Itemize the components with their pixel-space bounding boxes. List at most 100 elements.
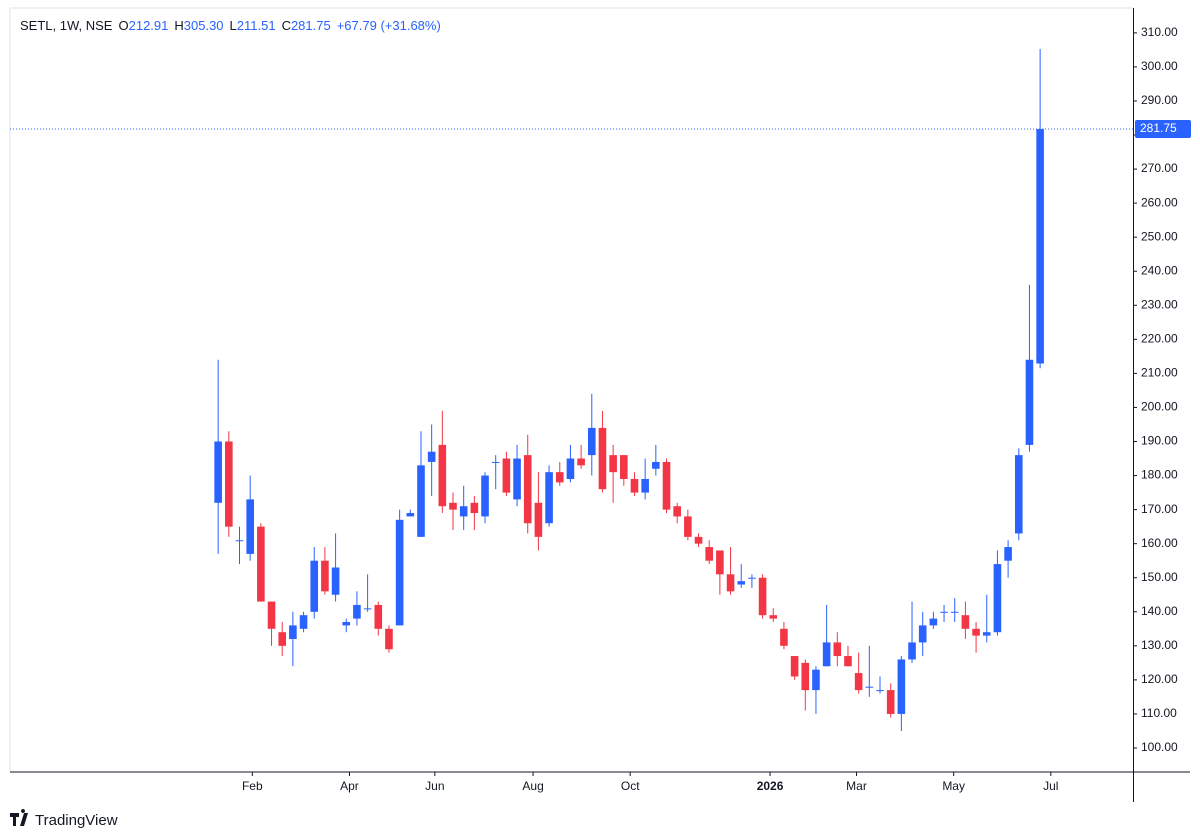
candle-body (225, 441, 233, 527)
y-tick-label: 300.00 (1141, 59, 1178, 73)
candle-body (310, 560, 319, 612)
y-tick-label: 230.00 (1141, 297, 1178, 311)
legend-key: C (282, 18, 291, 33)
y-tick-label: 290.00 (1141, 93, 1178, 107)
candle-body (780, 628, 788, 646)
candle-body (758, 577, 767, 616)
y-tick-label: 250.00 (1141, 229, 1178, 243)
y-tick-label: 210.00 (1141, 366, 1178, 380)
candle-body (235, 540, 244, 542)
y-tick-label: 270.00 (1141, 161, 1178, 175)
candle-body (491, 461, 500, 463)
candle-body (321, 560, 329, 592)
candle-body (587, 427, 596, 456)
candle-body (769, 615, 778, 619)
candle-body (363, 608, 372, 610)
y-tick-label: 240.00 (1141, 263, 1178, 277)
candle-body (801, 662, 810, 691)
candle-body (534, 502, 543, 537)
candle-body (374, 604, 383, 629)
legend-value: 305.30 (184, 18, 224, 33)
candle-body (385, 628, 393, 650)
y-tick-label: 150.00 (1141, 570, 1178, 584)
candle-body (214, 441, 222, 503)
y-tick-label: 130.00 (1141, 638, 1178, 652)
candle-body (950, 611, 959, 613)
candle-body (246, 499, 254, 554)
x-tick-label: May (942, 779, 965, 793)
candle-body (876, 690, 884, 692)
candle-body (716, 550, 724, 575)
candle-body (961, 615, 970, 629)
candle-body (566, 458, 575, 479)
candle-body (993, 564, 1002, 633)
candle-body (353, 604, 361, 619)
x-tick-label: Apr (340, 779, 359, 793)
y-tick-label: 310.00 (1141, 25, 1178, 39)
candle-body (940, 611, 948, 613)
candle-body (908, 642, 916, 660)
candle-body (545, 472, 553, 524)
legend-key: H (174, 18, 183, 33)
candle-body (833, 642, 842, 657)
candle-body (641, 478, 649, 493)
candle-body (652, 461, 660, 469)
legend-text: SETL, 1W, NSE O212.91 H305.30 L211.51 C281.7… (20, 18, 441, 33)
candle-body (481, 475, 489, 517)
candle-body (1036, 129, 1044, 364)
x-tick-label: Mar (846, 779, 867, 793)
candle-body (1014, 455, 1023, 534)
candle-body (1025, 359, 1034, 445)
y-tick-label: 190.00 (1141, 434, 1178, 448)
candle-body (289, 625, 297, 640)
candle-body (278, 632, 287, 646)
candle-body (972, 628, 980, 636)
y-tick-label: 260.00 (1141, 195, 1178, 209)
y-tick-label: 200.00 (1141, 400, 1178, 414)
legend-value: 211.51 (237, 18, 276, 33)
candle-body (812, 669, 820, 691)
candle-body (513, 458, 521, 500)
candle-body (459, 506, 468, 517)
y-tick-label: 100.00 (1141, 740, 1178, 754)
x-tick-label: Oct (621, 779, 640, 793)
candle-body (662, 461, 671, 510)
candle-body (1004, 547, 1012, 561)
candle-body (555, 472, 564, 483)
y-tick-label: 160.00 (1141, 536, 1178, 550)
candle-body (523, 455, 532, 524)
candle-body (395, 519, 404, 626)
candle-body (620, 455, 628, 479)
brand-name: TradingView (35, 812, 118, 829)
y-tick-label: 110.00 (1141, 706, 1177, 720)
last-price-label: 281.75 (1140, 121, 1177, 135)
candle-body (470, 502, 479, 514)
y-tick-label: 120.00 (1141, 672, 1178, 686)
candle-body (577, 458, 585, 466)
candle-body (609, 455, 617, 473)
candle-body (673, 506, 681, 517)
x-tick-label: Jun (425, 779, 444, 793)
candle-body (257, 526, 265, 602)
legend-key: L (230, 18, 237, 33)
candle-body (929, 618, 938, 626)
candle-body (684, 516, 692, 537)
candle-body (406, 513, 415, 517)
candle-body (630, 478, 639, 493)
candle-body (865, 686, 874, 688)
candle-body (267, 601, 276, 629)
y-tick-label: 170.00 (1141, 502, 1178, 516)
legend-change: +67.79 (+31.68%) (337, 18, 441, 33)
brand: TradingView (10, 809, 118, 829)
y-tick-label: 180.00 (1141, 468, 1178, 482)
candle-body (897, 659, 906, 714)
x-tick-label: Feb (242, 779, 263, 793)
legend-value: 281.75 (291, 18, 331, 33)
candle-body (918, 625, 927, 643)
candle-body (299, 615, 308, 629)
candle-body (705, 547, 714, 561)
candle-body (598, 427, 607, 490)
candle-body (427, 451, 436, 462)
candle-body (449, 502, 457, 510)
